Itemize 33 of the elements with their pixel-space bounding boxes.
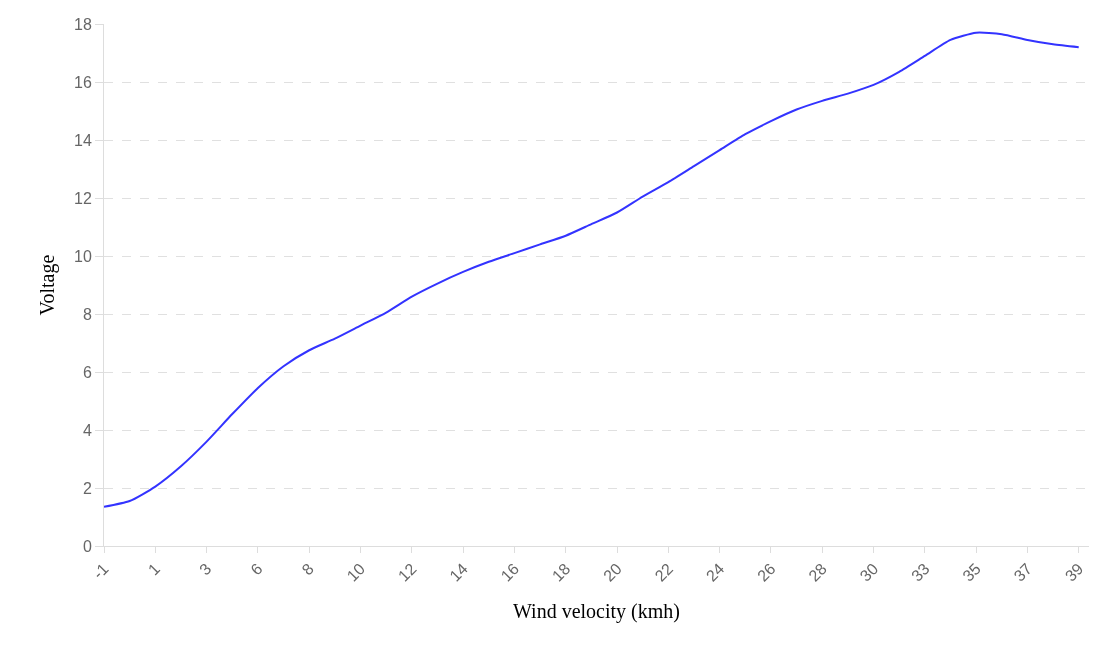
x-tick-label: 18	[548, 559, 574, 585]
x-tick-label: 24	[702, 559, 728, 585]
x-tick-label: 10	[343, 559, 369, 585]
y-tick-label: 0	[82, 537, 92, 555]
y-tick-label: 2	[82, 479, 92, 497]
x-tick-label: 37	[1010, 559, 1036, 585]
x-tick-label: -1	[89, 559, 112, 583]
x-tick-label: 30	[856, 559, 882, 585]
x-axis-title: Wind velocity (kmh)	[513, 600, 680, 624]
x-tick-label: 26	[754, 559, 779, 585]
x-tick-label: 39	[1061, 559, 1087, 585]
x-tick-label: 14	[446, 559, 471, 585]
y-tick-label: 16	[74, 73, 92, 91]
x-tick-label: 3	[196, 559, 215, 579]
x-tick-label: 8	[298, 559, 318, 579]
x-tick-label: 12	[394, 559, 420, 585]
x-tick-label: 20	[600, 559, 625, 585]
x-tick-label: 22	[651, 559, 677, 585]
y-tick-label: 4	[82, 421, 92, 439]
x-tick-label: 1	[144, 559, 164, 579]
y-axis-title: Voltage	[35, 254, 59, 316]
x-tick-label: 35	[959, 559, 984, 585]
x-tick-label: 33	[908, 559, 933, 585]
y-tick-label: 10	[74, 247, 92, 265]
x-tick-label: 28	[805, 559, 831, 585]
y-tick-label: 14	[74, 131, 92, 149]
x-tick-label: 16	[497, 559, 523, 585]
x-tick-label: 6	[247, 559, 266, 579]
y-tick-label: 6	[82, 363, 92, 381]
y-tick-label: 12	[74, 189, 92, 207]
y-tick-label: 18	[74, 15, 92, 33]
y-tick-label: 8	[82, 305, 92, 323]
line-series	[104, 31, 1080, 508]
